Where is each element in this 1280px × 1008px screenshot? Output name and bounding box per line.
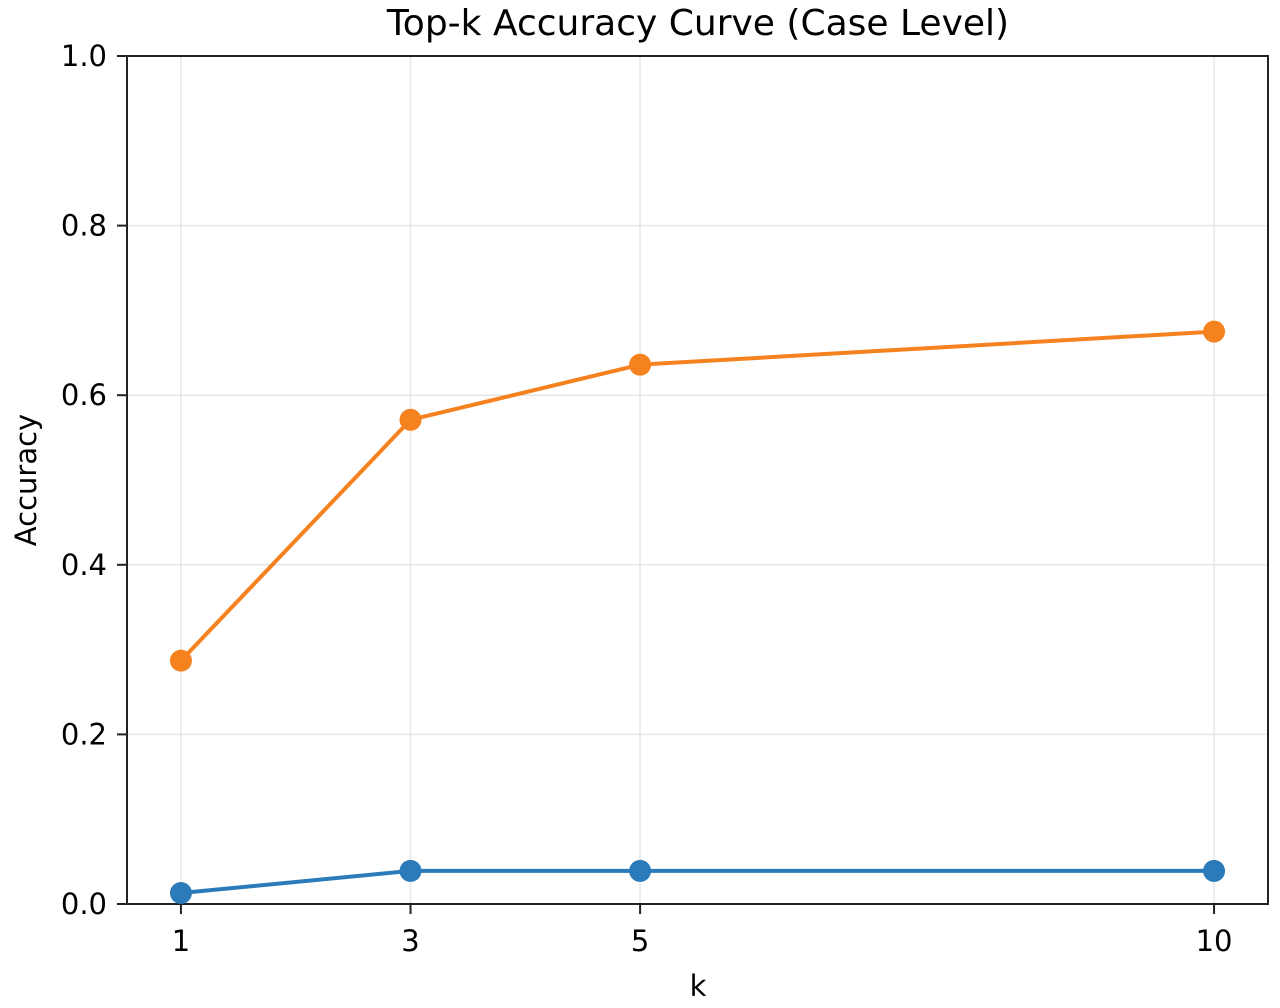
plot-frame xyxy=(126,55,1269,905)
y-tick-label: 1.0 xyxy=(61,39,107,73)
x-tick-label: 10 xyxy=(1196,924,1233,958)
y-axis-ticks: 0.0 0.2 0.4 0.6 0.8 1.0 xyxy=(61,39,127,921)
y-tick-label: 0.4 xyxy=(61,548,107,582)
y-axis-label: Accuracy xyxy=(9,414,43,546)
x-tick-label: 5 xyxy=(631,924,649,958)
data-point xyxy=(629,353,652,376)
x-axis-label: k xyxy=(690,969,707,1003)
series-2 xyxy=(169,859,1226,904)
x-tick-label: 3 xyxy=(401,924,419,958)
data-point xyxy=(1203,859,1226,882)
series-line xyxy=(179,329,1215,663)
data-point xyxy=(629,859,652,882)
y-tick-label: 0.2 xyxy=(61,717,107,751)
data-point xyxy=(399,408,422,431)
data-point xyxy=(399,859,422,882)
y-tick-label: 0.6 xyxy=(61,378,107,412)
x-tick-label: 1 xyxy=(172,924,190,958)
series-layer xyxy=(169,320,1226,904)
x-axis-ticks: 1 3 5 10 xyxy=(172,904,1233,958)
data-point xyxy=(1203,320,1226,343)
series-1 xyxy=(169,320,1226,672)
chart-title: Top-k Accuracy Curve (Case Level) xyxy=(386,3,1009,44)
series-line xyxy=(180,868,1215,895)
data-point xyxy=(169,649,192,672)
y-tick-label: 0.8 xyxy=(61,209,107,243)
data-point xyxy=(169,881,192,904)
y-tick-label: 0.0 xyxy=(61,887,107,921)
grid-lines xyxy=(127,55,1268,905)
